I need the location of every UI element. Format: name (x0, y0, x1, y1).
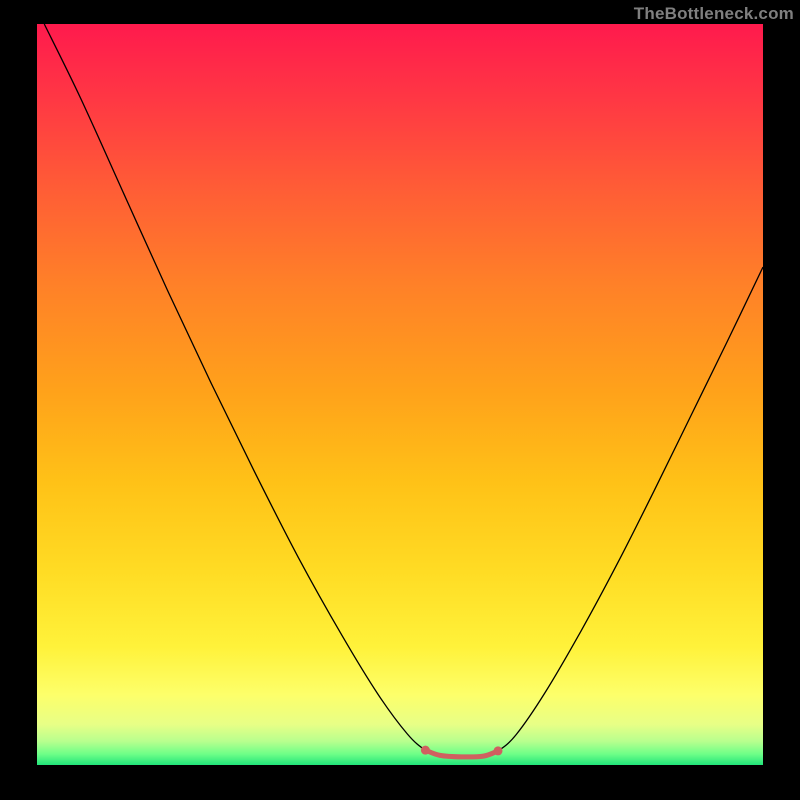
bottleneck-chart (0, 0, 800, 800)
highlight-start-marker (421, 746, 430, 755)
highlight-end-marker (494, 746, 503, 755)
chart-wrapper: TheBottleneck.com (0, 0, 800, 800)
source-label: TheBottleneck.com (634, 4, 794, 24)
plot-area (37, 24, 763, 765)
